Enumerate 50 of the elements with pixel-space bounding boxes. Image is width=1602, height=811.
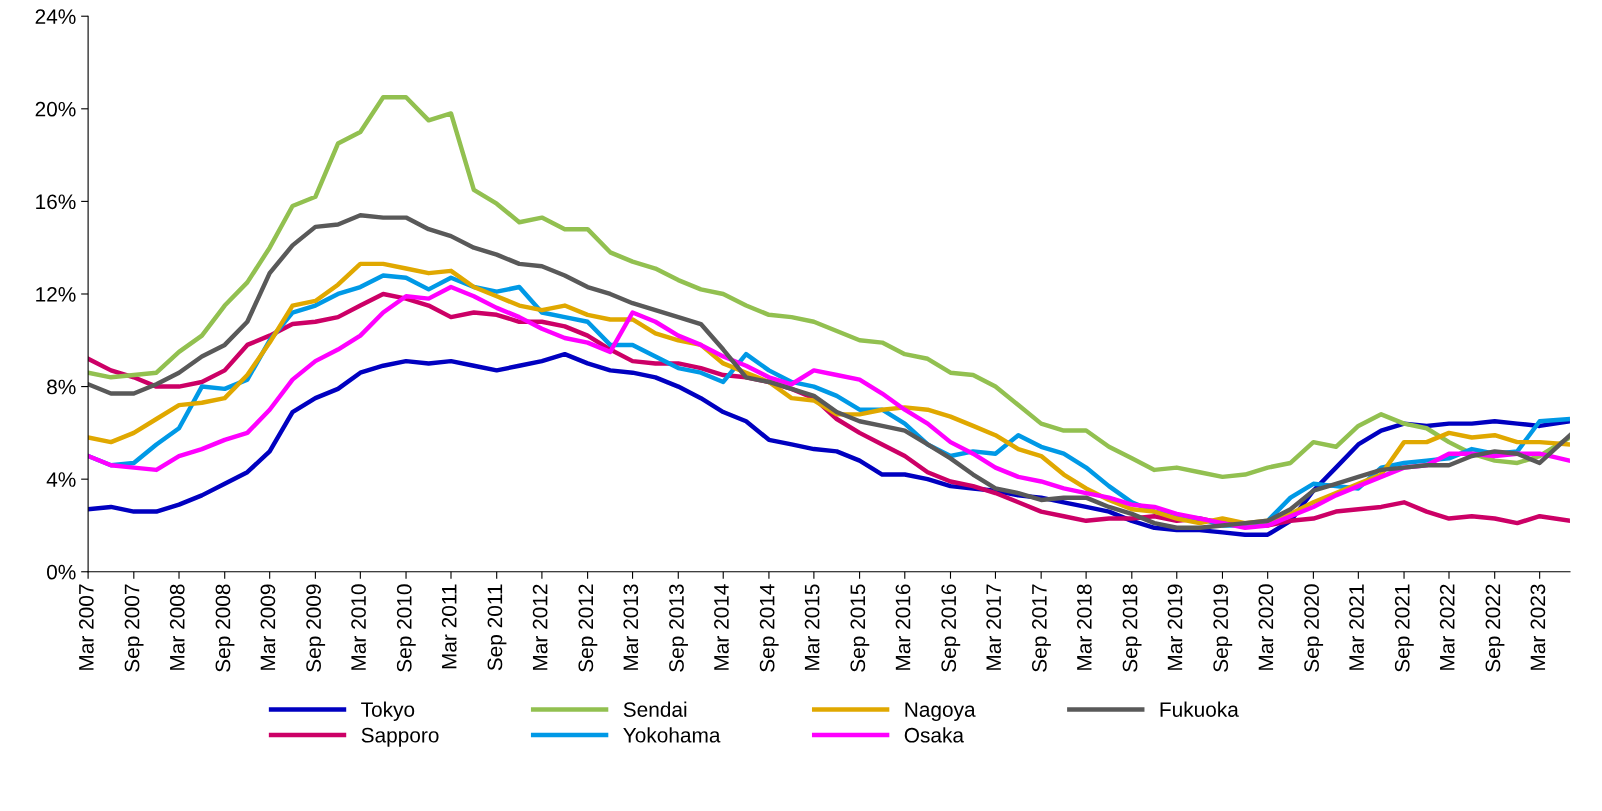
x-tick-label: Mar 2010 (351, 584, 366, 670)
x-tick-label: Mar 2023 (1530, 584, 1546, 670)
x-tick-label: Sep 2022 (1485, 584, 1505, 672)
x-tick-label: Mar 2021 (1349, 584, 1364, 670)
x-tick-label: Sep 2021 (1394, 584, 1414, 672)
y-tick-label: 0% (47, 564, 76, 580)
x-tick-label: Sep 2010 (396, 584, 416, 672)
y-tick-label: 20% (35, 101, 76, 117)
x-tick-label: Mar 2008 (169, 584, 185, 670)
x-tick-label: Mar 2015 (804, 584, 820, 670)
y-tick-label: 12% (36, 286, 76, 302)
x-tick-label: Sep 2009 (306, 584, 326, 672)
x-tick-label: Sep 2014 (759, 584, 779, 672)
x-tick-label: Sep 2017 (1031, 584, 1051, 672)
y-tick-label: 24% (35, 9, 76, 24)
legend-label: Osaka (904, 727, 964, 743)
legend-label: Yokohama (623, 727, 721, 743)
x-tick-label: Mar 2014 (714, 584, 729, 670)
legend-label: Tokyo (361, 701, 415, 722)
x-tick-label: Sep 2008 (215, 584, 235, 672)
x-tick-label: Sep 2011 (487, 584, 507, 671)
x-tick-label: Sep 2012 (578, 584, 598, 672)
x-tick-label: Mar 2012 (532, 584, 548, 670)
x-tick-label: Mar 2018 (1076, 584, 1092, 670)
line-series (88, 351, 1570, 537)
x-tick-label: Sep 2020 (1304, 584, 1324, 672)
x-tick-label: Mar 2022 (1439, 584, 1455, 670)
legend-label: Sendai (623, 701, 687, 717)
legend-label: Sapporo (361, 727, 439, 747)
x-tick-label: Mar 2019 (1167, 584, 1183, 670)
x-tick-label: Sep 2015 (850, 584, 870, 672)
x-tick-label: Mar 2013 (623, 584, 639, 670)
y-tick-label: 8% (47, 379, 76, 395)
x-tick-label: Mar 2017 (986, 584, 1002, 670)
legend-label: Fukuoka (1160, 701, 1239, 717)
legend-label: Nagoya (905, 702, 976, 722)
x-tick-label: Sep 2007 (124, 584, 144, 672)
x-tick-label: Mar 2020 (1258, 584, 1274, 670)
x-tick-label: Sep 2019 (1213, 584, 1233, 672)
x-tick-label: Mar 2011 (441, 584, 457, 669)
y-tick-label: 16% (36, 194, 76, 210)
line-series (88, 95, 1570, 480)
line-series (88, 213, 1570, 530)
x-tick-label: Sep 2018 (1122, 584, 1142, 672)
y-tick-label: 4% (46, 472, 76, 487)
x-tick-label: Mar 2016 (895, 584, 911, 670)
x-tick-label: Sep 2013 (669, 584, 688, 672)
x-tick-label: Mar 2009 (260, 584, 276, 670)
x-tick-label: Sep 2016 (941, 584, 961, 672)
x-tick-label: Mar 2007 (78, 584, 94, 670)
